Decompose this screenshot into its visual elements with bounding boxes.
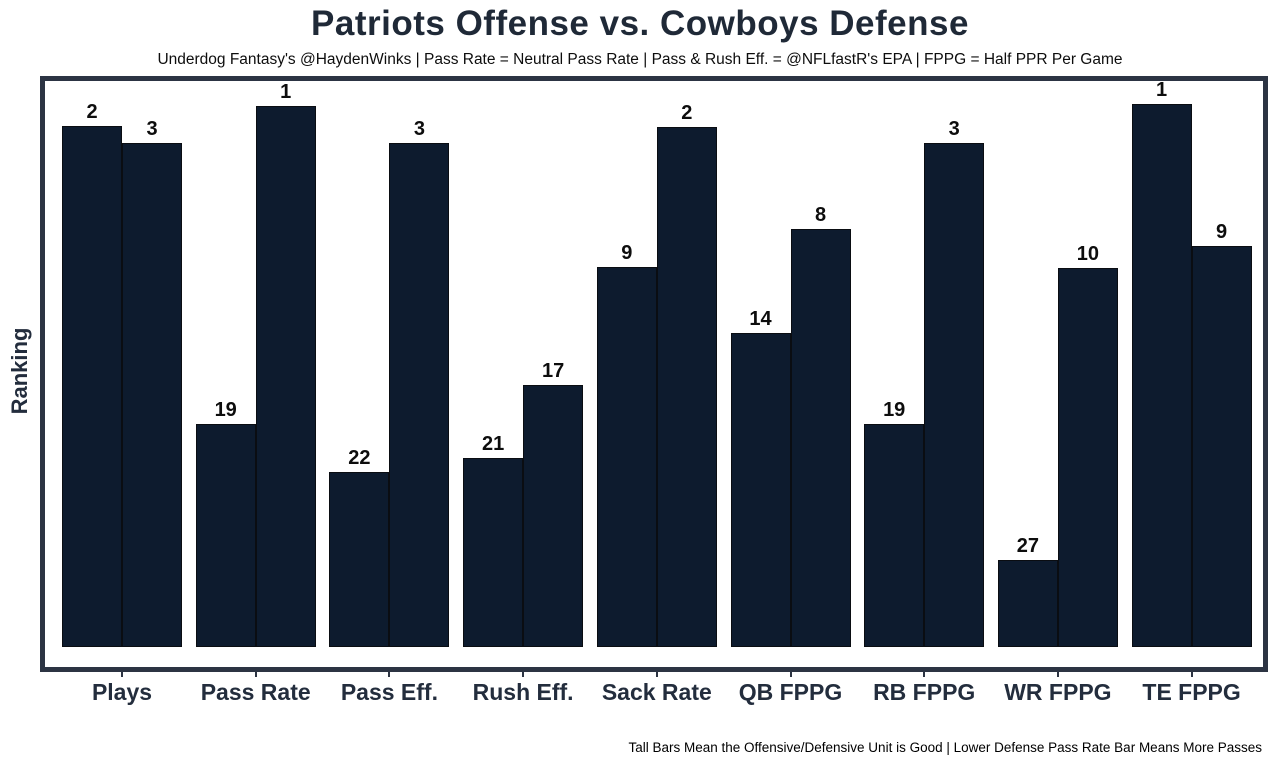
bar-defense-sack-rate	[656, 127, 717, 647]
bar-offense-pass-rate	[195, 424, 256, 647]
x-axis-label-pass-rate: Pass Rate	[200, 679, 311, 705]
bar-defense-rb-fppg	[924, 143, 985, 647]
bar-value-label: 3	[413, 118, 425, 140]
bar-defense-plays	[122, 143, 182, 647]
bar-defense-rush-eff	[523, 385, 584, 647]
x-axis-label-qb-fppg: QB FPPG	[738, 679, 843, 705]
bar-value-label: 2	[681, 102, 693, 124]
bar-value-label: 3	[146, 118, 158, 140]
bar-offense-qb-fppg	[730, 333, 791, 647]
bar-offense-sack-rate	[596, 267, 657, 647]
bar-value-label: 22	[348, 447, 371, 469]
x-axis-label-rush-eff: Rush Eff.	[472, 679, 574, 705]
plot-area: 2 3 19 1 22 3 21 17 9 2 14 8 19 3 27 10 1 9	[45, 79, 1263, 667]
bar-offense-wr-fppg	[997, 560, 1058, 647]
bar-value-label: 2	[86, 101, 98, 123]
plot-frame: 2 3 19 1 22 3 21 17 9 2 14 8 19 3 27 10 1 9	[40, 76, 1268, 672]
x-axis-label-wr-fppg: WR FPPG	[1004, 679, 1112, 705]
bar-offense-te-fppg	[1131, 104, 1192, 647]
y-axis-label: Ranking	[7, 327, 32, 415]
x-axis-label-sack-rate: Sack Rate	[601, 679, 712, 705]
x-axis-tick	[1190, 672, 1193, 677]
x-axis-tick	[789, 672, 792, 677]
x-axis-tick	[655, 672, 658, 677]
x-axis-tick	[388, 672, 391, 677]
x-axis-label-pass-eff: Pass Eff.	[340, 679, 438, 705]
bar-value-label: 8	[814, 204, 827, 226]
bar-value-label: 10	[1076, 243, 1100, 265]
x-axis-tick	[254, 672, 257, 677]
footer-note: Tall Bars Mean the Offensive/Defensive U…	[628, 740, 1262, 755]
bar-offense-plays	[62, 126, 122, 647]
chart-subtitle: Underdog Fantasy's @HaydenWinks | Pass R…	[157, 51, 1123, 68]
bar-value-label: 9	[1216, 221, 1228, 243]
bar-value-label: 17	[541, 360, 565, 382]
x-axis-label-rb-fppg: RB FPPG	[873, 679, 976, 705]
x-axis-tick	[522, 672, 525, 677]
x-axis-label-te-fppg: TE FPPG	[1142, 679, 1241, 705]
bar-value-label: 27	[1016, 535, 1040, 557]
bar-defense-te-fppg	[1191, 246, 1252, 647]
bar-value-label: 21	[481, 433, 505, 455]
x-axis-tick	[121, 672, 123, 677]
bar-value-label: 19	[883, 399, 906, 421]
bar-value-label: 14	[749, 308, 772, 330]
bar-defense-pass-eff	[389, 143, 450, 647]
bar-offense-pass-eff	[329, 472, 390, 647]
bar-offense-rush-eff	[463, 458, 524, 647]
bar-value-label: 19	[214, 399, 237, 421]
bar-defense-pass-rate	[255, 106, 316, 647]
x-axis-tick	[923, 672, 926, 677]
x-axis-label-plays: Plays	[91, 679, 153, 705]
bar-value-label: 1	[280, 81, 292, 103]
chart-title: Patriots Offense vs. Cowboys Defense	[311, 4, 969, 43]
bar-offense-rb-fppg	[864, 424, 925, 647]
bar-defense-qb-fppg	[790, 229, 851, 647]
x-axis-tick	[1056, 672, 1059, 677]
bar-value-label: 1	[1156, 79, 1168, 101]
bar-value-label: 3	[948, 118, 960, 140]
bar-defense-wr-fppg	[1057, 268, 1118, 647]
bar-value-label: 9	[621, 242, 633, 264]
